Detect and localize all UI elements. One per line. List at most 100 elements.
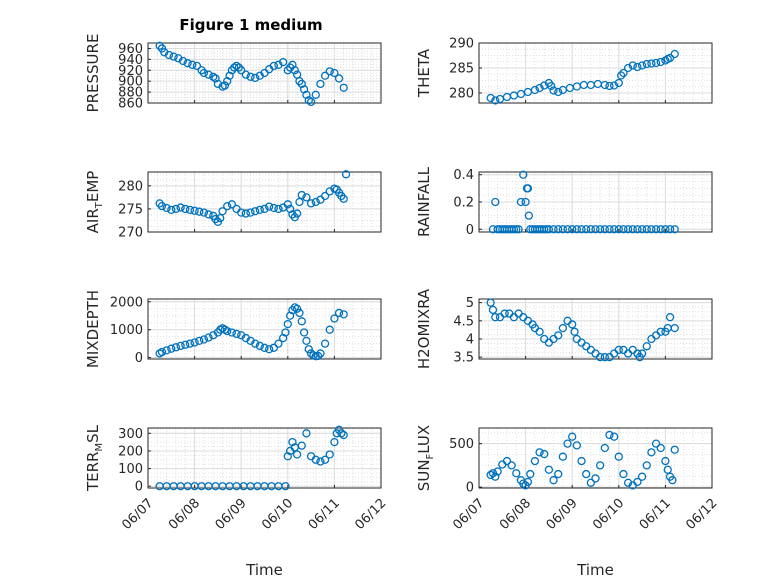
- y-axis-label: MIXDEPTH: [84, 290, 102, 368]
- data-point: [176, 203, 185, 212]
- data-point: [183, 59, 192, 68]
- data-point: [288, 437, 297, 447]
- data-point: [535, 83, 544, 93]
- data-point: [605, 81, 614, 91]
- series-markers: [486, 430, 679, 490]
- axes-box: [147, 42, 382, 104]
- y-tick-label: 4: [466, 333, 474, 348]
- data-point: [157, 202, 167, 211]
- data-point: [283, 319, 292, 329]
- data-point: [204, 210, 213, 219]
- data-point: [554, 225, 563, 234]
- data-point: [295, 308, 304, 318]
- data-point: [164, 50, 174, 60]
- data-point: [623, 225, 633, 234]
- data-point: [316, 457, 325, 466]
- series-markers: [155, 303, 348, 361]
- data-point: [320, 339, 330, 348]
- data-point: [292, 450, 302, 459]
- data-point: [582, 225, 591, 234]
- data-point: [190, 338, 199, 347]
- data-point: [339, 83, 348, 92]
- data-point: [188, 60, 197, 69]
- data-point: [647, 59, 656, 68]
- data-point: [572, 441, 582, 450]
- data-point: [290, 66, 299, 75]
- y-tick-label: 280: [449, 87, 474, 102]
- data-point: [199, 335, 209, 344]
- data-point: [176, 341, 185, 351]
- y-tick-label: 275: [118, 202, 143, 217]
- data-point: [311, 197, 320, 207]
- data-point: [278, 57, 288, 67]
- y-tick-label: 1000: [110, 323, 143, 338]
- data-point: [302, 336, 311, 346]
- data-point: [195, 207, 204, 216]
- subplot-8: 500 006/07 06/08 06/09 06/10 06/11 06/12 SUNFLU…: [415, 425, 720, 579]
- data-point: [157, 347, 167, 357]
- y-tick-label: 3.5: [453, 351, 474, 366]
- y-axis-label: AIRTEMP: [84, 171, 105, 234]
- data-point: [320, 455, 330, 464]
- data-point: [661, 456, 670, 466]
- series-markers: [155, 41, 348, 107]
- y-tick-label: 940: [118, 53, 143, 68]
- data-point: [668, 476, 677, 485]
- data-point: [637, 61, 647, 70]
- data-point: [171, 343, 181, 352]
- data-point: [530, 85, 540, 95]
- data-point: [339, 430, 348, 440]
- y-tick-label: 960: [118, 42, 143, 57]
- y-axis-label: H2OMIXRA: [415, 288, 433, 369]
- data-point: [325, 67, 334, 76]
- x-tick-label: 06/09: [213, 496, 250, 533]
- data-point: [313, 351, 323, 361]
- data-point: [605, 225, 614, 234]
- plot-area: [148, 43, 381, 103]
- y-tick-label: 0: [135, 351, 143, 366]
- data-point: [486, 470, 495, 480]
- data-point: [297, 317, 306, 326]
- y-tick-label: 0: [135, 480, 143, 495]
- data-point: [665, 53, 675, 63]
- y-tick-label: 880: [118, 86, 143, 101]
- y-tick-label: 0: [466, 481, 474, 496]
- data-point: [619, 469, 628, 479]
- data-point: [623, 63, 633, 73]
- data-point: [241, 70, 251, 79]
- data-point: [181, 340, 190, 349]
- data-point: [642, 59, 651, 69]
- subplot-6: 5 4.5 4 3.5 H2OMIXRA: [415, 288, 713, 369]
- data-point: [311, 455, 320, 464]
- data-point: [330, 437, 339, 447]
- data-point: [523, 477, 533, 487]
- y-tick-label: 0.4: [453, 168, 474, 183]
- data-point: [334, 308, 344, 318]
- data-point: [265, 202, 274, 211]
- data-point: [549, 86, 558, 95]
- data-point: [491, 313, 500, 322]
- subplot-7: 300 200 100 006/07 06/08 06/09 06/10 06/11 06/12…: [84, 424, 389, 579]
- data-point: [544, 465, 554, 474]
- data-point: [558, 452, 568, 461]
- data-point: [297, 441, 306, 450]
- data-point: [241, 209, 251, 218]
- data-point: [628, 61, 637, 70]
- data-point: [591, 474, 600, 483]
- data-point: [656, 443, 665, 453]
- x-tick-label: 06/07: [119, 496, 156, 533]
- data-point: [614, 452, 623, 461]
- data-point: [524, 211, 534, 220]
- data-point: [220, 81, 230, 90]
- data-point: [491, 96, 500, 105]
- figure-title: Figure 1 medium: [179, 16, 322, 34]
- data-point: [554, 469, 563, 479]
- series-markers: [486, 49, 679, 105]
- series-markers: [155, 425, 348, 491]
- data-point: [334, 74, 344, 83]
- data-point: [521, 197, 530, 207]
- x-tick-label: 06/11: [306, 496, 343, 533]
- data-point: [306, 97, 316, 107]
- y-axis-label: PRESSURE: [84, 34, 102, 113]
- data-point: [586, 478, 595, 487]
